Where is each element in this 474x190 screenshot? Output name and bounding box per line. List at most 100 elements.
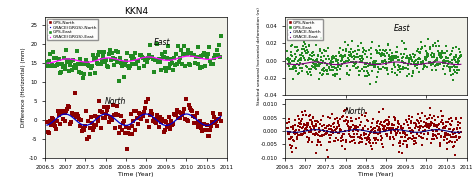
Point [369, 141, 376, 144]
Point [145, 125, 153, 128]
Point [446, 117, 453, 120]
Point [163, 121, 170, 124]
Point [403, 57, 410, 60]
Point [337, 128, 345, 131]
Point [397, 145, 404, 148]
Point [325, 115, 332, 118]
X-axis label: Time (Year): Time (Year) [358, 172, 394, 177]
Point [441, 135, 449, 138]
Point [176, 57, 184, 60]
Point [66, 123, 74, 126]
Point [356, 69, 364, 72]
Point [291, 118, 299, 121]
Point [293, 132, 301, 135]
Point [60, 111, 67, 114]
Point [283, 50, 291, 53]
Point [340, 61, 348, 64]
Point [408, 137, 416, 140]
Point [330, 140, 338, 143]
Point [332, 67, 340, 70]
Point [102, 58, 110, 61]
Point [445, 65, 453, 68]
Point [341, 55, 349, 58]
Point [439, 123, 447, 126]
Point [327, 59, 334, 62]
Point [332, 131, 339, 134]
Point [380, 127, 387, 131]
Point [304, 59, 312, 62]
Point [307, 119, 315, 122]
Point [325, 123, 333, 126]
Point [396, 64, 403, 67]
Point [298, 126, 306, 129]
Point [375, 111, 383, 114]
Point [304, 51, 312, 54]
Point [401, 133, 408, 136]
Point [57, 112, 64, 115]
Point [324, 124, 331, 127]
Point [364, 137, 371, 140]
Point [441, 61, 449, 64]
Point [97, 51, 104, 54]
Point [451, 140, 458, 143]
Point [53, 63, 61, 66]
Point [63, 48, 70, 51]
Point [438, 55, 446, 59]
Point [387, 132, 395, 135]
Point [306, 57, 314, 60]
Point [110, 114, 118, 117]
Point [419, 60, 427, 63]
Point [401, 62, 409, 65]
Point [402, 133, 410, 136]
Point [120, 76, 128, 79]
Point [430, 125, 438, 128]
Point [387, 135, 394, 139]
Point [371, 127, 378, 130]
Point [382, 48, 390, 51]
Point [385, 61, 393, 64]
Point [305, 131, 312, 134]
Point [378, 139, 385, 142]
Point [316, 123, 324, 126]
Point [311, 64, 319, 67]
Point [440, 61, 448, 64]
Point [386, 127, 393, 130]
Point [399, 59, 406, 62]
Point [383, 68, 391, 71]
Point [399, 55, 407, 58]
Point [349, 61, 356, 64]
Point [347, 48, 355, 51]
Point [353, 56, 360, 59]
Point [292, 67, 300, 70]
Point [51, 124, 59, 127]
Point [433, 57, 441, 60]
Point [45, 59, 53, 62]
Point [445, 57, 452, 60]
Point [195, 45, 202, 48]
Point [117, 61, 125, 64]
Point [345, 126, 352, 129]
Point [435, 116, 442, 119]
Point [291, 57, 299, 60]
Point [48, 117, 56, 120]
Point [420, 132, 428, 135]
Point [404, 67, 411, 70]
Point [435, 63, 442, 66]
Point [433, 44, 440, 47]
Point [411, 64, 419, 67]
Point [100, 55, 107, 58]
Point [174, 45, 182, 48]
Point [361, 62, 368, 65]
Point [381, 59, 388, 63]
Point [287, 54, 295, 57]
Point [404, 138, 411, 141]
Point [169, 123, 177, 126]
Point [338, 115, 346, 118]
Point [285, 60, 292, 63]
Point [318, 36, 325, 40]
Point [177, 49, 185, 52]
Point [435, 133, 443, 136]
Point [322, 57, 330, 60]
Point [49, 51, 57, 54]
Point [428, 137, 436, 140]
